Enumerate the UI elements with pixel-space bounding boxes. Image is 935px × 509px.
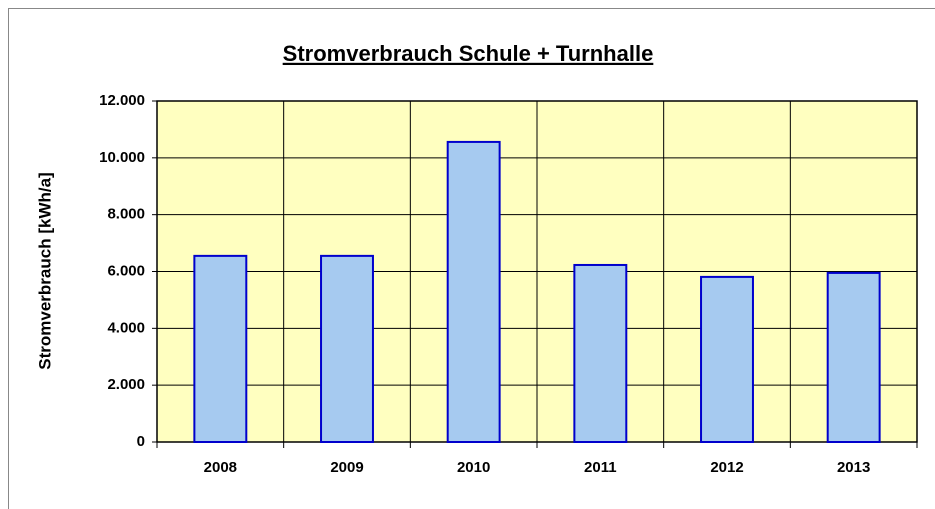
y-tick-label: 6.000 — [107, 262, 145, 279]
y-tick-label: 4.000 — [107, 319, 145, 336]
bar — [193, 254, 248, 443]
x-tick-label: 2012 — [710, 459, 743, 476]
bar — [320, 254, 374, 443]
y-axis-label: Stromverbrauch [kWh/a] — [35, 172, 54, 369]
x-tick-label: 2010 — [457, 459, 490, 476]
y-tick-label: 0 — [137, 433, 145, 450]
x-tick-label: 2011 — [584, 459, 617, 476]
chart-title: Stromverbrauch Schule + Turnhalle — [283, 41, 654, 66]
bar — [446, 140, 501, 443]
bar — [826, 271, 881, 443]
x-tick-label: 2008 — [204, 459, 237, 476]
x-tick-label: 2013 — [837, 459, 870, 476]
y-tick-label: 8.000 — [107, 206, 145, 223]
y-tick-label: 10.000 — [99, 149, 145, 166]
x-tick-label: 2009 — [330, 459, 363, 476]
bar — [573, 263, 628, 443]
y-tick-label: 12.000 — [99, 92, 145, 109]
plot-border — [156, 100, 918, 443]
y-tick-label: 2.000 — [107, 376, 145, 393]
bar — [700, 275, 754, 443]
